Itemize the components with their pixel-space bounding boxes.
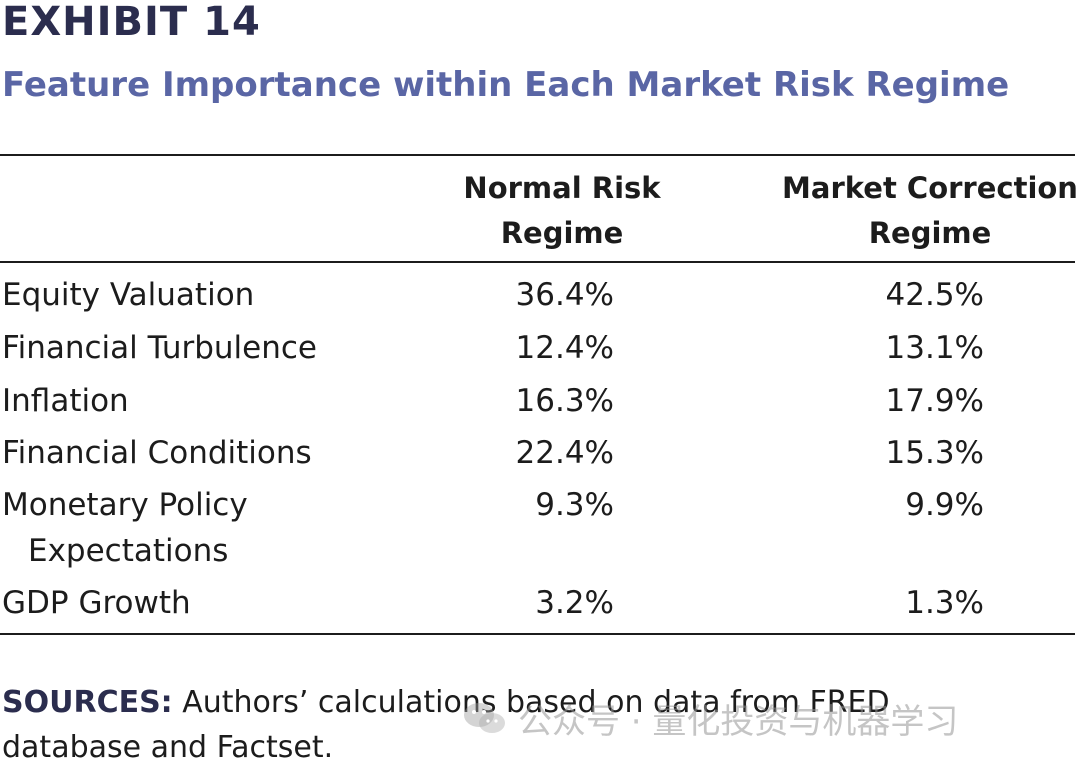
column-header-line: Regime [500,216,624,250]
column-header-line: Normal Risk [463,171,661,205]
wechat-icon [464,702,505,733]
cell-normal-risk: 9.3% [535,487,614,523]
row-label: Equity Valuation [2,277,255,313]
cell-market-correction: 17.9% [885,383,984,419]
row-label: Financial Conditions [2,435,312,471]
cell-normal-risk: 12.4% [515,330,614,366]
cell-market-correction: 9.9% [905,487,984,523]
row-label: Inflation [2,383,129,419]
sources-label: SOURCES: [2,685,173,720]
cell-normal-risk: 36.4% [515,277,614,313]
cell-market-correction: 1.3% [905,585,984,621]
sources-text: Authors’ calculations based on data from… [2,685,890,765]
table-top-rule [0,154,1075,156]
watermark: 公众号 · 量化投资与机器学习 [462,694,958,743]
table-bottom-rule [0,633,1075,635]
cell-normal-risk: 16.3% [515,383,614,419]
watermark-text: 公众号 · 量化投资与机器学习 [518,702,959,742]
row-label: Monetary Policy Expectations [2,482,248,574]
exhibit-title: Feature Importance within Each Market Ri… [2,65,1010,105]
row-label: GDP Growth [2,585,191,621]
table-header-rule [0,261,1075,263]
exhibit-label: EXHIBIT 14 [2,0,261,45]
column-header-market-correction: Market Correction Regime [780,166,1080,256]
row-label: Financial Turbulence [2,330,317,366]
row-label-continuation: Expectations [28,533,229,569]
cell-market-correction: 42.5% [885,277,984,313]
cell-market-correction: 13.1% [885,330,984,366]
column-header-normal-risk: Normal Risk Regime [432,166,692,256]
column-header-line: Market Correction [782,171,1078,205]
cell-normal-risk: 3.2% [535,585,614,621]
cell-market-correction: 15.3% [885,435,984,471]
row-label-line: Monetary Policy [2,487,248,523]
cell-normal-risk: 22.4% [515,435,614,471]
sources-note: SOURCES: Authors’ calculations based on … [2,680,1002,770]
column-header-line: Regime [868,216,992,250]
